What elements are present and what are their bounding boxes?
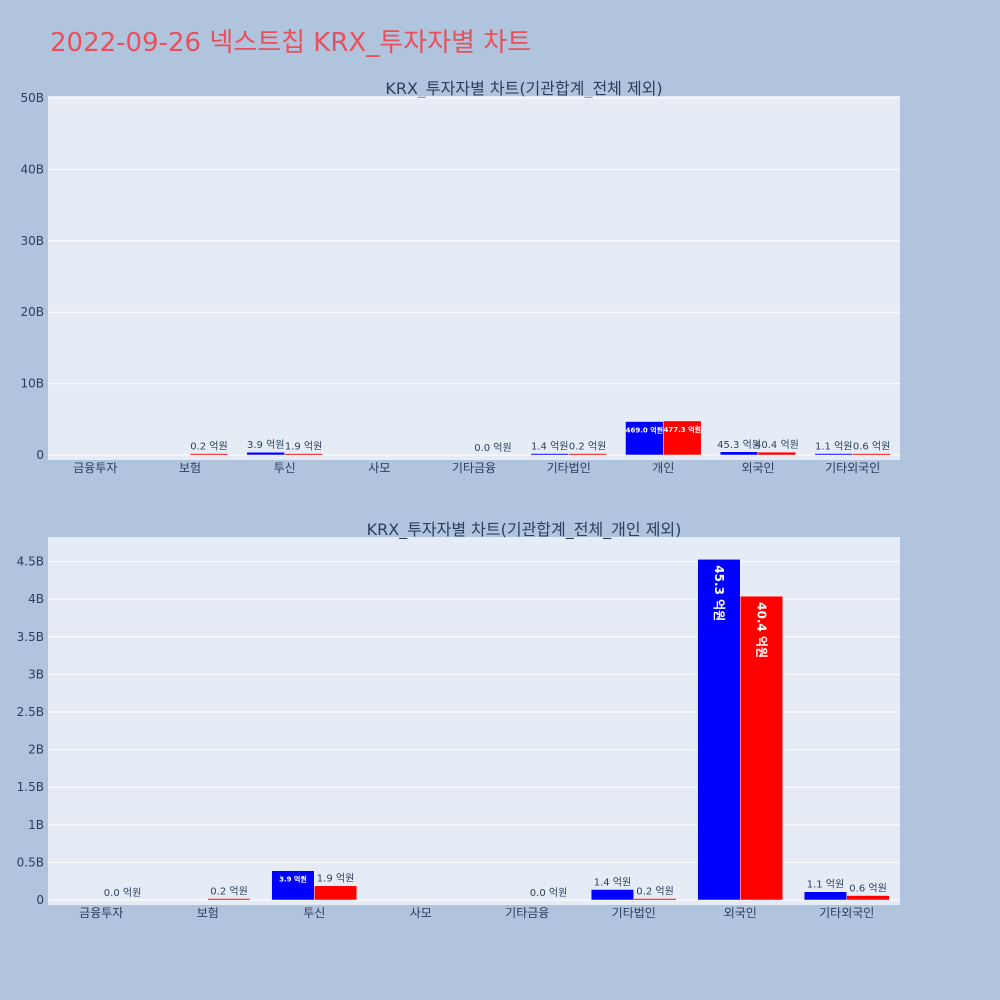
x-tick-label: 개인 bbox=[652, 461, 674, 475]
y-tick-label: 4.5B bbox=[17, 555, 44, 569]
data-label: 1.9 억원 bbox=[317, 873, 354, 885]
chart-institution-excluded: KRX_투자자별 차트(기관합계_전체 제외) 0 10B 20B 30B 40B 50B 금… bbox=[20, 79, 900, 475]
bar bbox=[814, 453, 853, 456]
data-label: 1.1 억원 bbox=[807, 879, 844, 891]
plot-area bbox=[48, 96, 900, 460]
data-label: 45.3 억원 bbox=[717, 439, 761, 451]
data-label: 1.4 억원 bbox=[531, 441, 568, 453]
bar bbox=[207, 898, 251, 901]
bar bbox=[803, 891, 848, 901]
y-tick-label: 3B bbox=[28, 667, 44, 681]
data-label: 45.3 억원 bbox=[712, 565, 726, 621]
x-tick-label: 기타외국인 bbox=[825, 461, 880, 475]
data-label: 0.0 억원 bbox=[104, 887, 141, 899]
x-tick-label: 금융투자 bbox=[73, 461, 117, 475]
bar bbox=[246, 451, 285, 456]
y-tick-label: 3.5B bbox=[17, 630, 44, 644]
data-label: 3.9 억원 bbox=[279, 875, 307, 884]
y-tick-label: 0 bbox=[36, 448, 44, 462]
x-tick-label: 기타외국인 bbox=[819, 906, 874, 920]
bar bbox=[271, 870, 315, 901]
data-label: 40.4 억원 bbox=[755, 439, 799, 451]
y-tick-label: 20B bbox=[20, 305, 44, 319]
data-label: 469.0 억원 bbox=[626, 426, 663, 435]
y-tick-label: 1.5B bbox=[17, 780, 44, 794]
data-label: 1.9 억원 bbox=[285, 441, 322, 453]
x-tick-label: 외국인 bbox=[741, 461, 774, 475]
y-tick-label: 1B bbox=[28, 818, 44, 832]
data-label: 0.0 억원 bbox=[530, 887, 567, 899]
y-tick-label: 4B bbox=[28, 592, 44, 606]
y-tick-label: 50B bbox=[20, 91, 44, 105]
x-tick-label: 사모 bbox=[410, 906, 432, 920]
bar bbox=[719, 451, 759, 456]
data-label: 0.6 억원 bbox=[849, 882, 886, 894]
data-label: 0.2 억원 bbox=[569, 441, 606, 453]
bar bbox=[568, 453, 607, 456]
y-tick-label: 10B bbox=[20, 377, 44, 391]
y-tick-label: 2.5B bbox=[17, 705, 44, 719]
y-tick-label: 40B bbox=[20, 162, 44, 176]
data-label: 0.0 억원 bbox=[474, 442, 511, 454]
page-title: 2022-09-26 넥스트칩 KRX_투자자별 차트 bbox=[50, 28, 532, 58]
x-tick-label: 기타금융 bbox=[505, 906, 549, 920]
bar bbox=[530, 453, 569, 456]
bar bbox=[757, 451, 797, 456]
x-tick-label: 기타법인 bbox=[547, 461, 591, 475]
x-tick-label: 기타금융 bbox=[452, 461, 496, 475]
y-tick-label: 2B bbox=[28, 743, 44, 757]
chart-title: KRX_투자자별 차트(기관합계_전체_개인 제외) bbox=[367, 520, 682, 540]
data-label: 0.2 억원 bbox=[210, 885, 247, 897]
bar bbox=[590, 889, 635, 901]
y-tick-label: 30B bbox=[20, 234, 44, 248]
data-label: 0.2 억원 bbox=[636, 885, 673, 897]
bar bbox=[314, 885, 358, 901]
y-tick-label: 0.5B bbox=[17, 855, 44, 869]
x-tick-label: 보험 bbox=[197, 906, 219, 920]
chart-title: KRX_투자자별 차트(기관합계_전체 제외) bbox=[385, 79, 662, 99]
bar bbox=[846, 895, 890, 901]
data-label: 0.2 억원 bbox=[190, 441, 227, 453]
bar bbox=[189, 453, 229, 456]
bar bbox=[852, 453, 891, 456]
data-label: 0.6 억원 bbox=[853, 441, 890, 453]
data-label: 1.4 억원 bbox=[594, 876, 631, 888]
data-label: 1.1 억원 bbox=[815, 441, 852, 453]
data-label: 3.9 억원 bbox=[247, 439, 284, 451]
x-tick-label: 투신 bbox=[274, 461, 296, 475]
bar bbox=[697, 559, 741, 901]
y-tick-label: 0 bbox=[36, 893, 44, 907]
x-tick-label: 외국인 bbox=[724, 906, 757, 920]
data-label: 40.4 억원 bbox=[755, 602, 769, 658]
chart-institution-individual-excluded: KRX_투자자별 차트(기관합계_전체_개인 제외) 0 0.5B 1B 1.5B 2B 2… bbox=[17, 520, 900, 920]
bar bbox=[740, 595, 784, 901]
bar bbox=[625, 421, 664, 456]
bar bbox=[663, 420, 702, 456]
x-tick-label: 금융투자 bbox=[79, 906, 123, 920]
bar bbox=[633, 898, 677, 901]
x-tick-label: 사모 bbox=[368, 461, 390, 475]
data-label: 477.3 억원 bbox=[664, 425, 701, 434]
x-tick-label: 기타법인 bbox=[612, 906, 656, 920]
x-tick-label: 보험 bbox=[179, 461, 201, 475]
x-tick-label: 투신 bbox=[303, 906, 325, 920]
bar bbox=[284, 453, 323, 456]
